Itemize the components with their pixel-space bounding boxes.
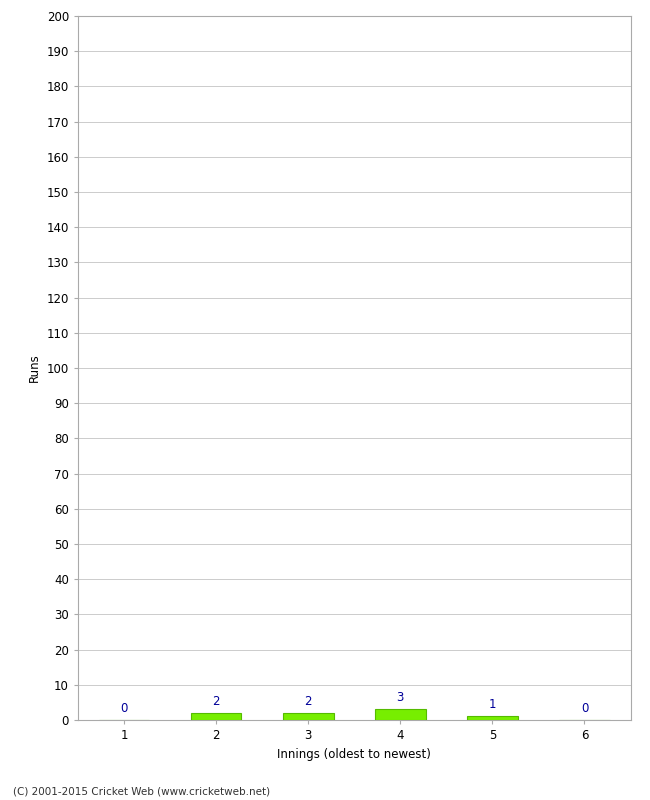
Bar [467,717,517,720]
Text: 3: 3 [396,691,404,704]
Text: 2: 2 [304,694,312,708]
Bar [375,710,426,720]
X-axis label: Innings (oldest to newest): Innings (oldest to newest) [278,747,431,761]
Bar [191,713,241,720]
Y-axis label: Runs: Runs [28,354,41,382]
Bar [283,713,333,720]
Text: 0: 0 [580,702,588,714]
Text: 1: 1 [489,698,496,711]
Text: 2: 2 [213,694,220,708]
Text: (C) 2001-2015 Cricket Web (www.cricketweb.net): (C) 2001-2015 Cricket Web (www.cricketwe… [13,786,270,796]
Text: 0: 0 [120,702,128,714]
